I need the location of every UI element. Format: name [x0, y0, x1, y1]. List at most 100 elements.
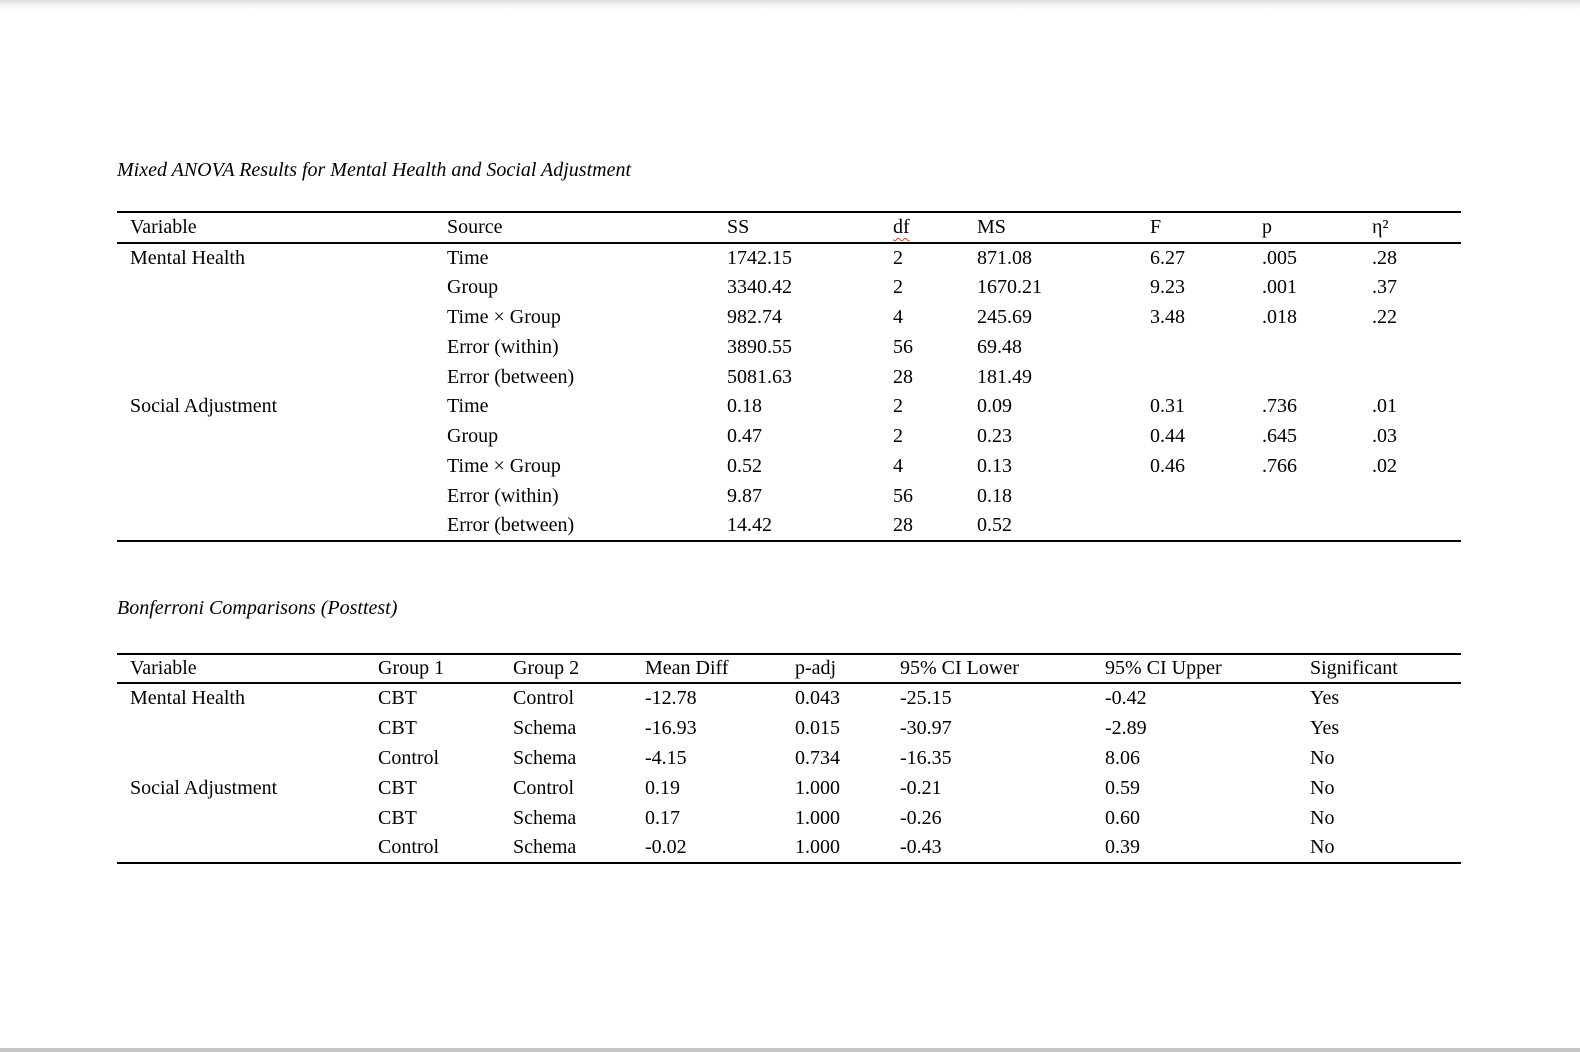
cell-p-adj: 1.000 — [795, 806, 840, 829]
cell-group-2: Control — [513, 776, 575, 799]
table-row: Control Schema -0.02 1.000 -0.43 0.39 No — [117, 833, 1461, 863]
cell-ms: 0.13 — [977, 454, 1012, 477]
column-header-variable: Variable — [130, 216, 197, 238]
cell-variable — [117, 422, 447, 452]
cell-group-2: Schema — [513, 746, 577, 769]
cell-variable — [117, 303, 447, 333]
cell-p-adj: 1.000 — [795, 776, 840, 799]
cell-f — [1150, 332, 1262, 362]
cell- — [1372, 481, 1461, 511]
cell-group-1: CBT — [378, 806, 417, 829]
cell-variable — [117, 803, 378, 833]
cell-significant: No — [1310, 806, 1335, 829]
cell-group-2: Schema — [513, 806, 577, 829]
cell-df: 56 — [893, 335, 913, 358]
cell-significant: No — [1310, 836, 1335, 858]
page-bottom-edge-line — [0, 1048, 1580, 1052]
cell-group-1: Control — [378, 746, 440, 769]
column-header-ms: MS — [977, 216, 1006, 238]
bonferroni-table-title: Bonferroni Comparisons (Posttest) — [117, 597, 398, 619]
column-header-f: F — [1150, 216, 1162, 238]
column-header-variable: Variable — [130, 657, 197, 679]
cell-significant: Yes — [1310, 687, 1340, 709]
cell-p: .005 — [1262, 246, 1297, 269]
column-header-p: p — [1262, 216, 1272, 238]
cell-p — [1262, 362, 1372, 392]
cell-: .02 — [1372, 454, 1397, 477]
cell-: .37 — [1372, 276, 1397, 299]
cell-p-adj: 0.043 — [795, 687, 840, 709]
cell-ms: 245.69 — [977, 305, 1032, 328]
cell-ms: 69.48 — [977, 335, 1022, 358]
cell-group-1: CBT — [378, 716, 417, 739]
table-row: Control Schema -4.15 0.734 -16.35 8.06 No — [117, 743, 1461, 773]
cell-p-adj: 1.000 — [795, 836, 840, 858]
cell-source: Error (between) — [447, 514, 575, 537]
table-row: Group 3340.42 2 1670.21 9.23 .001 .37 — [117, 273, 1461, 303]
header-row: Variable Group 1 Group 2 Mean Diff p-adj 95% … — [117, 654, 1461, 683]
bonferroni-table-header: Variable Group 1 Group 2 Mean Diff p-adj 95% … — [117, 654, 1461, 683]
cell-df: 2 — [893, 276, 903, 299]
cell-source: Error (within) — [447, 335, 559, 358]
cell-source: Time — [447, 246, 489, 269]
cell-p: .018 — [1262, 305, 1297, 328]
cell-95-ci-upper: 8.06 — [1105, 746, 1140, 769]
cell-95-ci-lower: -0.26 — [900, 806, 942, 829]
cell-f: 3.48 — [1150, 305, 1185, 328]
table-row: Group 0.47 2 0.23 0.44 .645 .03 — [117, 422, 1461, 452]
cell-ss: 3890.55 — [727, 335, 792, 358]
cell-f: 9.23 — [1150, 276, 1185, 299]
cell-df: 2 — [893, 246, 903, 269]
column-header-significant: Significant — [1310, 657, 1398, 679]
table-row: CBT Schema 0.17 1.000 -0.26 0.60 No — [117, 803, 1461, 833]
cell-ss: 982.74 — [727, 305, 782, 328]
cell-source: Error (between) — [447, 365, 575, 388]
cell-ms: 1670.21 — [977, 276, 1042, 299]
cell-f: 6.27 — [1150, 246, 1185, 269]
cell-: .03 — [1372, 425, 1397, 448]
cell-ss: 14.42 — [727, 514, 772, 537]
bonferroni-comparisons-table: Variable Group 1 Group 2 Mean Diff p-adj 95% … — [117, 653, 1461, 864]
cell-ss: 0.52 — [727, 454, 762, 477]
cell-95-ci-lower: -16.35 — [900, 746, 952, 769]
column-header-group-2: Group 2 — [513, 657, 580, 679]
cell-df: 56 — [893, 484, 913, 507]
cell-mean-diff: 0.19 — [645, 776, 680, 799]
cell-ms: 0.09 — [977, 395, 1012, 418]
cell-p: .645 — [1262, 425, 1297, 448]
cell-variable — [117, 511, 447, 541]
cell-ms: 0.18 — [977, 484, 1012, 507]
cell-df: 2 — [893, 425, 903, 448]
cell-df: 28 — [893, 365, 913, 388]
cell-df: 28 — [893, 514, 913, 537]
cell-variable — [117, 833, 378, 863]
cell-f — [1150, 511, 1262, 541]
cell-variable — [117, 273, 447, 303]
table-row: Time × Group 0.52 4 0.13 0.46 .766 .02 — [117, 452, 1461, 482]
cell-df: 2 — [893, 395, 903, 418]
cell-p — [1262, 481, 1372, 511]
cell-group-1: CBT — [378, 776, 417, 799]
cell-group-2: Schema — [513, 716, 577, 739]
column-header-p-adj: p-adj — [795, 657, 837, 679]
cell-ss: 1742.15 — [727, 246, 792, 269]
cell-df: 4 — [893, 305, 903, 328]
cell-variable: Social Adjustment — [130, 776, 278, 799]
cell-variable — [117, 452, 447, 482]
cell-ms: 871.08 — [977, 246, 1032, 269]
cell-f: 0.46 — [1150, 454, 1185, 477]
cell-95-ci-lower: -0.21 — [900, 776, 942, 799]
cell-group-1: CBT — [378, 687, 417, 709]
table-row: Error (between) 5081.63 28 181.49 — [117, 362, 1461, 392]
cell-95-ci-lower: -30.97 — [900, 716, 952, 739]
cell-f — [1150, 362, 1262, 392]
cell-95-ci-lower: -25.15 — [900, 687, 952, 709]
anova-table-title: Mixed ANOVA Results for Mental Health an… — [117, 159, 632, 181]
cell-95-ci-lower: -0.43 — [900, 836, 942, 858]
column-header-95-ci-lower: 95% CI Lower — [900, 657, 1019, 679]
cell-p — [1262, 332, 1372, 362]
cell- — [1372, 362, 1461, 392]
